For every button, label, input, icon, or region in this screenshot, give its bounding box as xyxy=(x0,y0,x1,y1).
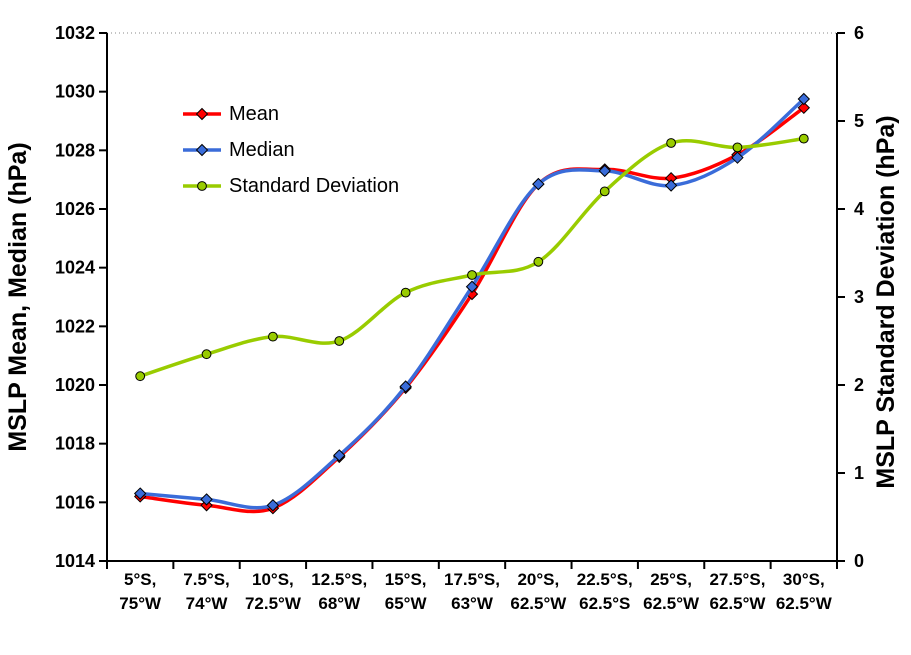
legend-label-median: Median xyxy=(229,138,295,161)
standard-deviation-marker xyxy=(732,142,743,153)
y-left-tick-label: 1028 xyxy=(55,140,95,160)
mean-marker xyxy=(797,101,811,115)
y-right-tick-label: 5 xyxy=(854,111,864,131)
x-tick-label-lat: 30°S, xyxy=(783,570,825,589)
legend-item-standard-deviation: Standard Deviation xyxy=(183,168,399,204)
x-tick-label-lat: 5°S, xyxy=(124,570,156,589)
y-right-tick-label: 1 xyxy=(854,463,864,483)
legend-label-mean: Mean xyxy=(229,102,280,125)
median-marker xyxy=(797,92,811,106)
y-left-tick-label: 1022 xyxy=(55,316,95,336)
y-right-tick-label: 4 xyxy=(854,199,864,219)
median-marker xyxy=(465,280,479,293)
x-tick-label-lon: 65°W xyxy=(385,594,428,613)
x-tick-label-lon: 68°W xyxy=(318,594,361,613)
y-left-tick-label: 1026 xyxy=(55,199,95,219)
median-marker xyxy=(399,380,412,393)
x-tick-label-lat: 12.5°S, xyxy=(311,570,367,589)
series-standard-deviation xyxy=(135,133,809,382)
series-median xyxy=(133,92,811,512)
y-left-tick-label: 1030 xyxy=(55,82,95,102)
x-tick-label-lon: 74°W xyxy=(186,594,229,613)
median-marker xyxy=(731,151,744,164)
y-left-tick-label: 1016 xyxy=(55,492,95,512)
left-axis-title: MSLP Mean, Median (hPa) xyxy=(4,142,32,451)
x-tick-label-lon: 72.5°W xyxy=(245,594,302,613)
standard-deviation-marker xyxy=(467,270,477,280)
y-right-tick-label: 0 xyxy=(854,551,864,571)
x-tick-label-lat: 10°S, xyxy=(252,570,294,589)
x-tick-label-lon: 62.5°W xyxy=(510,594,567,613)
median-marker xyxy=(133,487,147,500)
y-left-tick-label: 1020 xyxy=(55,375,95,395)
legend-swatch-standard-deviation xyxy=(183,181,221,191)
x-tick-label-lat: 20°S, xyxy=(517,570,559,589)
x-tick-label-lat: 25°S, xyxy=(650,570,692,589)
y-left-tick-label: 1018 xyxy=(55,434,95,454)
x-tick-label-lon: 62.5°W xyxy=(776,594,833,613)
x-tick-label-lat: 15°S, xyxy=(385,570,427,589)
x-tick-label-lat: 7.5°S, xyxy=(183,570,230,589)
standard-deviation-marker xyxy=(599,186,610,197)
standard-deviation-marker xyxy=(400,287,411,298)
median-marker xyxy=(200,493,213,506)
x-tick-label-lon: 62.5°W xyxy=(643,594,700,613)
standard-deviation-marker xyxy=(798,133,809,144)
legend-label-standard-deviation: Standard Deviation xyxy=(229,174,400,197)
legend-diamond-marker xyxy=(195,143,209,157)
x-tick-label-lon: 62.5°S xyxy=(579,594,630,613)
y-left-tick-label: 1024 xyxy=(55,258,95,278)
median-marker xyxy=(664,179,678,192)
standard-deviation-marker xyxy=(666,138,676,148)
y-right-tick-label: 6 xyxy=(854,23,864,43)
legend-item-median: Median xyxy=(183,132,399,168)
x-tick-label-lon: 62.5°W xyxy=(709,594,766,613)
y-left-tick-label: 1014 xyxy=(55,551,95,571)
y-left-tick-label: 1032 xyxy=(55,23,95,43)
median-marker xyxy=(333,449,346,462)
standard-deviation-marker xyxy=(334,336,345,346)
x-tick-label-lon: 75°W xyxy=(119,594,162,613)
legend-circle-marker xyxy=(197,181,207,191)
standard-deviation-marker xyxy=(201,349,212,360)
x-tick-label-lat: 22.5°S, xyxy=(577,570,633,589)
y-right-tick-label: 3 xyxy=(854,287,864,307)
y-right-tick-label: 2 xyxy=(854,375,864,395)
legend-item-mean: Mean xyxy=(183,96,399,132)
x-tick-label-lat: 27.5°S, xyxy=(709,570,765,589)
legend-diamond-marker xyxy=(195,107,209,121)
legend-swatch-mean xyxy=(183,107,221,121)
standard-deviation-marker xyxy=(533,256,544,267)
legend-swatch-median xyxy=(183,143,221,157)
x-tick-label-lon: 63°W xyxy=(451,594,494,613)
median-marker xyxy=(532,177,545,191)
x-tick-label-lat: 17.5°S, xyxy=(444,570,500,589)
chart-legend: Mean Median Standard Deviation xyxy=(183,96,399,204)
median-marker xyxy=(598,164,611,178)
standard-deviation-marker xyxy=(135,371,146,382)
standard-deviation-marker xyxy=(268,331,278,342)
median-marker xyxy=(266,499,280,512)
right-axis-title: MSLP Standard Deviation (hPa) xyxy=(872,115,900,488)
